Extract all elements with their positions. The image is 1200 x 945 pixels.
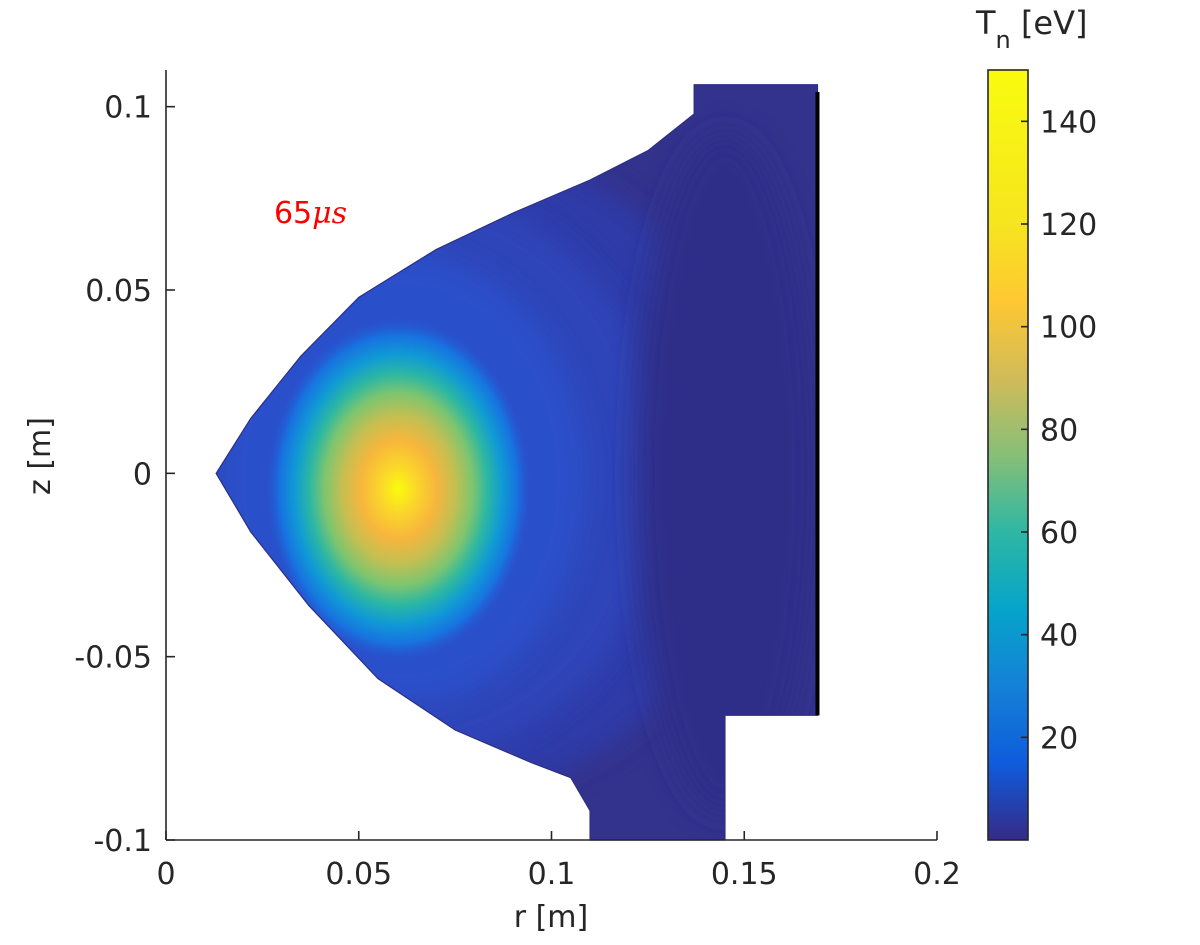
time-annotation-value: 65 [274,196,312,231]
y-tick-label: 0.1 [104,91,152,126]
colorbar-tick-label: 140 [1040,105,1097,140]
plot-area [215,84,820,841]
y-tick-label: 0 [133,457,152,492]
axes: 0 0.05 0.1 0.15 0.2 -0.1 -0.05 0 0.05 0.1 [74,70,961,892]
time-annotation: 65μs [274,196,347,231]
colorbar-gradient-bar [988,70,1028,840]
colorbar: 20 40 60 80 100 120 140 [987,69,1097,841]
colorbar-title: Tn [eV] [975,4,1087,54]
time-annotation-unit: μs [312,196,347,231]
y-tick-label: -0.05 [74,641,152,676]
colorbar-title-main: T [975,4,996,42]
colorbar-frame [987,69,1029,841]
colorbar-tick-label: 80 [1040,413,1078,448]
low-temperature-band [634,133,815,814]
hot-core [263,314,534,665]
y-axis-label: z [m] [23,417,58,495]
x-tick-label: 0.1 [528,857,576,892]
temperature-field [216,133,815,814]
x-tick-label: 0.2 [913,857,961,892]
colorbar-tick-label: 120 [1040,208,1097,243]
x-axis-label: r [m] [514,900,589,935]
colorbar-tick-label: 100 [1040,311,1097,346]
colorbar-title-subscript: n [996,26,1011,54]
x-tick-label: 0 [156,857,175,892]
x-tick-label: 0.05 [325,857,392,892]
y-tick-label: -0.1 [93,824,152,859]
y-tick-label: 0.05 [85,274,152,309]
x-tick-label: 0.15 [711,857,778,892]
colorbar-title-unit: [eV] [1011,4,1088,42]
colorbar-tick-label: 40 [1040,619,1078,654]
colorbar-tick-label: 20 [1040,721,1078,756]
colorbar-tick-label: 60 [1040,516,1078,551]
